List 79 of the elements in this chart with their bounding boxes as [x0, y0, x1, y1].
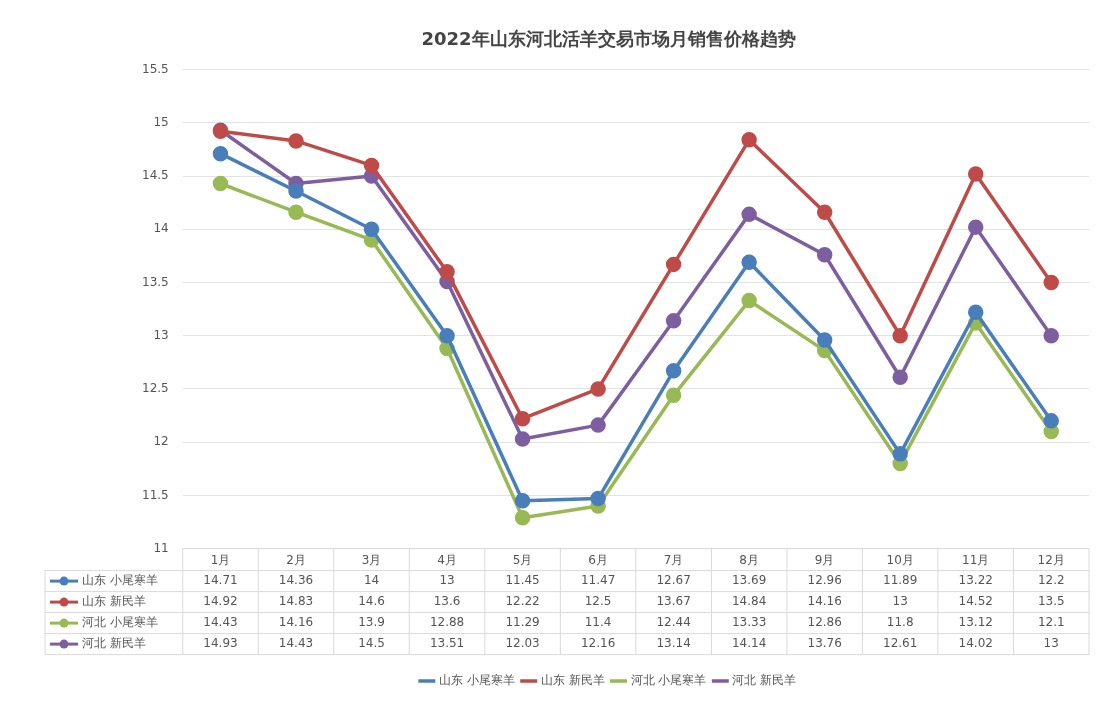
data-label: 14.43: [278, 636, 314, 651]
data-label: 12.67: [656, 573, 691, 588]
data-label: 14.83: [278, 594, 314, 609]
data-label: 11.89: [883, 573, 918, 588]
data-label: 13.33: [731, 615, 767, 630]
data-label: 14.16: [278, 615, 314, 630]
data-label: 13.51: [429, 636, 465, 651]
x-tick-label: 9月: [814, 552, 835, 567]
y-tick-label: 14: [153, 221, 169, 236]
data-label: 11.47: [580, 573, 616, 588]
data-label: 12.2: [1037, 573, 1065, 588]
y-tick-label: 13: [153, 327, 169, 342]
x-tick-label: 3月: [361, 552, 382, 567]
data-label: 13.9: [358, 615, 385, 630]
x-tick-label: 1月: [210, 552, 231, 567]
text: 山东 小尾寒羊: [438, 673, 515, 688]
data-label: 12.44: [656, 615, 691, 630]
data-label: 11.45: [505, 573, 540, 588]
data-label: 11.4: [584, 615, 612, 630]
data-label: 13.69: [731, 573, 767, 588]
legend-label: 河北 新民羊: [82, 636, 146, 651]
x-tick-label: 5月: [512, 552, 533, 567]
data-label: 12.22: [505, 594, 540, 609]
legend-label: 山东 小尾寒羊: [82, 573, 158, 588]
y-tick-label: 14.5: [142, 168, 169, 183]
text: 河北 新民羊: [732, 673, 797, 688]
x-tick-label: 11月: [962, 552, 990, 567]
data-label: 14.14: [731, 636, 767, 651]
data-label: 12.86: [807, 615, 842, 630]
y-tick-label: 15: [153, 114, 169, 129]
data-label: 13.14: [656, 636, 691, 651]
x-tick-label: 2月: [286, 552, 306, 567]
data-label: 11.29: [505, 615, 540, 630]
data-label: 13.12: [958, 615, 993, 630]
data-label: 14.36: [278, 573, 314, 588]
x-tick-label: 8月: [739, 552, 759, 567]
data-label: 12.88: [429, 615, 465, 630]
data-label: 12.16: [580, 636, 616, 651]
data-label: 14.43: [203, 615, 238, 630]
y-tick-label: 12.5: [142, 381, 169, 396]
data-label: 14.6: [358, 594, 385, 609]
text: 山东 新民羊: [540, 673, 605, 688]
x-tick-label: 7月: [663, 552, 684, 567]
data-label: 13: [439, 573, 455, 588]
x-tick-label: 6月: [588, 552, 608, 567]
data-label: 14.5: [358, 636, 385, 651]
data-label: 13.22: [958, 573, 993, 588]
x-tick-label: 12月: [1037, 552, 1065, 567]
data-label: 14.84: [731, 594, 767, 609]
data-label: 13: [1043, 636, 1059, 651]
data-label: 14.02: [958, 636, 993, 651]
text: 河北 小尾寒羊: [630, 673, 707, 688]
data-label: 12.96: [807, 573, 842, 588]
x-tick-label: 4月: [437, 552, 457, 567]
data-label: 12.5: [584, 594, 612, 609]
y-tick-label: 11.5: [142, 487, 169, 502]
data-label: 12.61: [883, 636, 918, 651]
x-tick-label: 10月: [886, 552, 914, 567]
data-label: 14.92: [203, 594, 238, 609]
legend-label: 山东 新民羊: [82, 594, 146, 609]
y-tick-label: 13.5: [142, 274, 169, 289]
data-label: 14.52: [958, 594, 993, 609]
y-tick-label: 11: [153, 540, 169, 555]
y-tick-label: 15.5: [142, 61, 169, 76]
data-label: 13.76: [807, 636, 842, 651]
data-label: 12.03: [505, 636, 540, 651]
data-label: 12.1: [1037, 615, 1065, 630]
data-label: 13: [892, 594, 908, 609]
data-label: 14: [363, 573, 380, 588]
chart-title: 2022年山东河北活羊交易市场月销售价格趋势: [421, 28, 796, 50]
data-label: 11.8: [886, 615, 914, 630]
data-label: 13.67: [656, 594, 691, 609]
data-label: 14.93: [203, 636, 238, 651]
data-label: 13.5: [1037, 594, 1065, 609]
data-label: 14.16: [807, 594, 842, 609]
data-label: 14.71: [203, 573, 238, 588]
y-tick-label: 12: [153, 434, 169, 449]
data-label: 13.6: [433, 594, 461, 609]
legend-label: 河北 小尾寒羊: [82, 615, 158, 630]
